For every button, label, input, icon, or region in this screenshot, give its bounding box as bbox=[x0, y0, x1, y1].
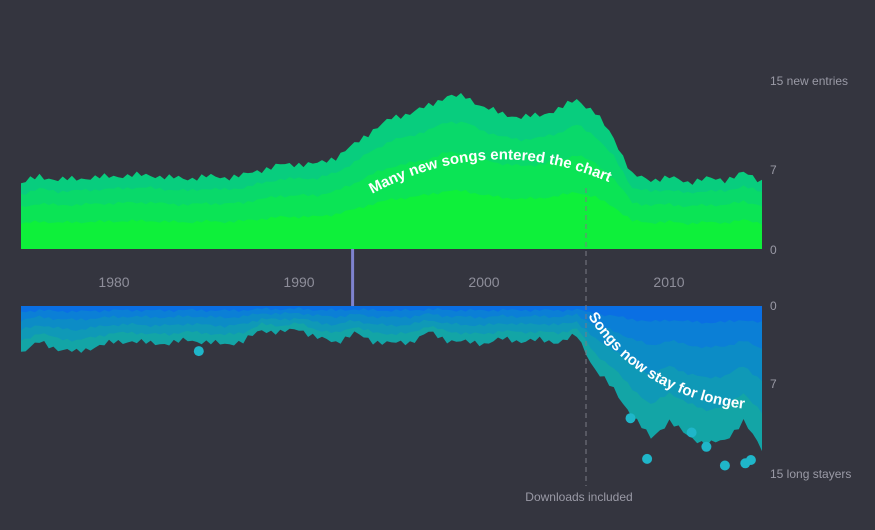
top-tick-7: 7 bbox=[770, 163, 777, 177]
outlier-point-2 bbox=[642, 453, 653, 464]
x-tick-1990: 1990 bbox=[283, 274, 314, 290]
bottom-tick-15: 15 long stayers bbox=[770, 467, 851, 481]
outlier-points bbox=[193, 346, 756, 471]
top-area-layer-0 bbox=[21, 189, 762, 249]
downloads-note: Downloads included bbox=[525, 490, 632, 504]
outlier-point-4 bbox=[701, 441, 712, 452]
outlier-point-5 bbox=[719, 460, 730, 471]
top-tick-15: 15 new entries bbox=[770, 74, 848, 88]
bottom-tick-0: 0 bbox=[770, 299, 777, 313]
top-y-axis: 15 new entries 7 0 bbox=[770, 74, 848, 257]
bottom-tick-7: 7 bbox=[770, 377, 777, 391]
bottom-y-axis: 0 7 15 long stayers bbox=[770, 299, 851, 481]
bottom-area-layer-1 bbox=[21, 306, 762, 349]
outlier-point-0 bbox=[193, 346, 204, 357]
outlier-point-3 bbox=[686, 427, 697, 438]
bottom-area-layers bbox=[21, 306, 762, 452]
top-area-layers bbox=[21, 93, 762, 249]
x-tick-2000: 2000 bbox=[468, 274, 499, 290]
x-tick-2010: 2010 bbox=[653, 274, 684, 290]
top-tick-0: 0 bbox=[770, 243, 777, 257]
outlier-point-1 bbox=[625, 413, 636, 424]
x-tick-1980: 1980 bbox=[98, 274, 129, 290]
outlier-point-7 bbox=[745, 455, 756, 465]
x-axis-ticks: 1980 1990 2000 2010 bbox=[98, 274, 684, 290]
bottom-area-layer-0 bbox=[21, 306, 762, 324]
event-markers bbox=[351, 188, 587, 486]
